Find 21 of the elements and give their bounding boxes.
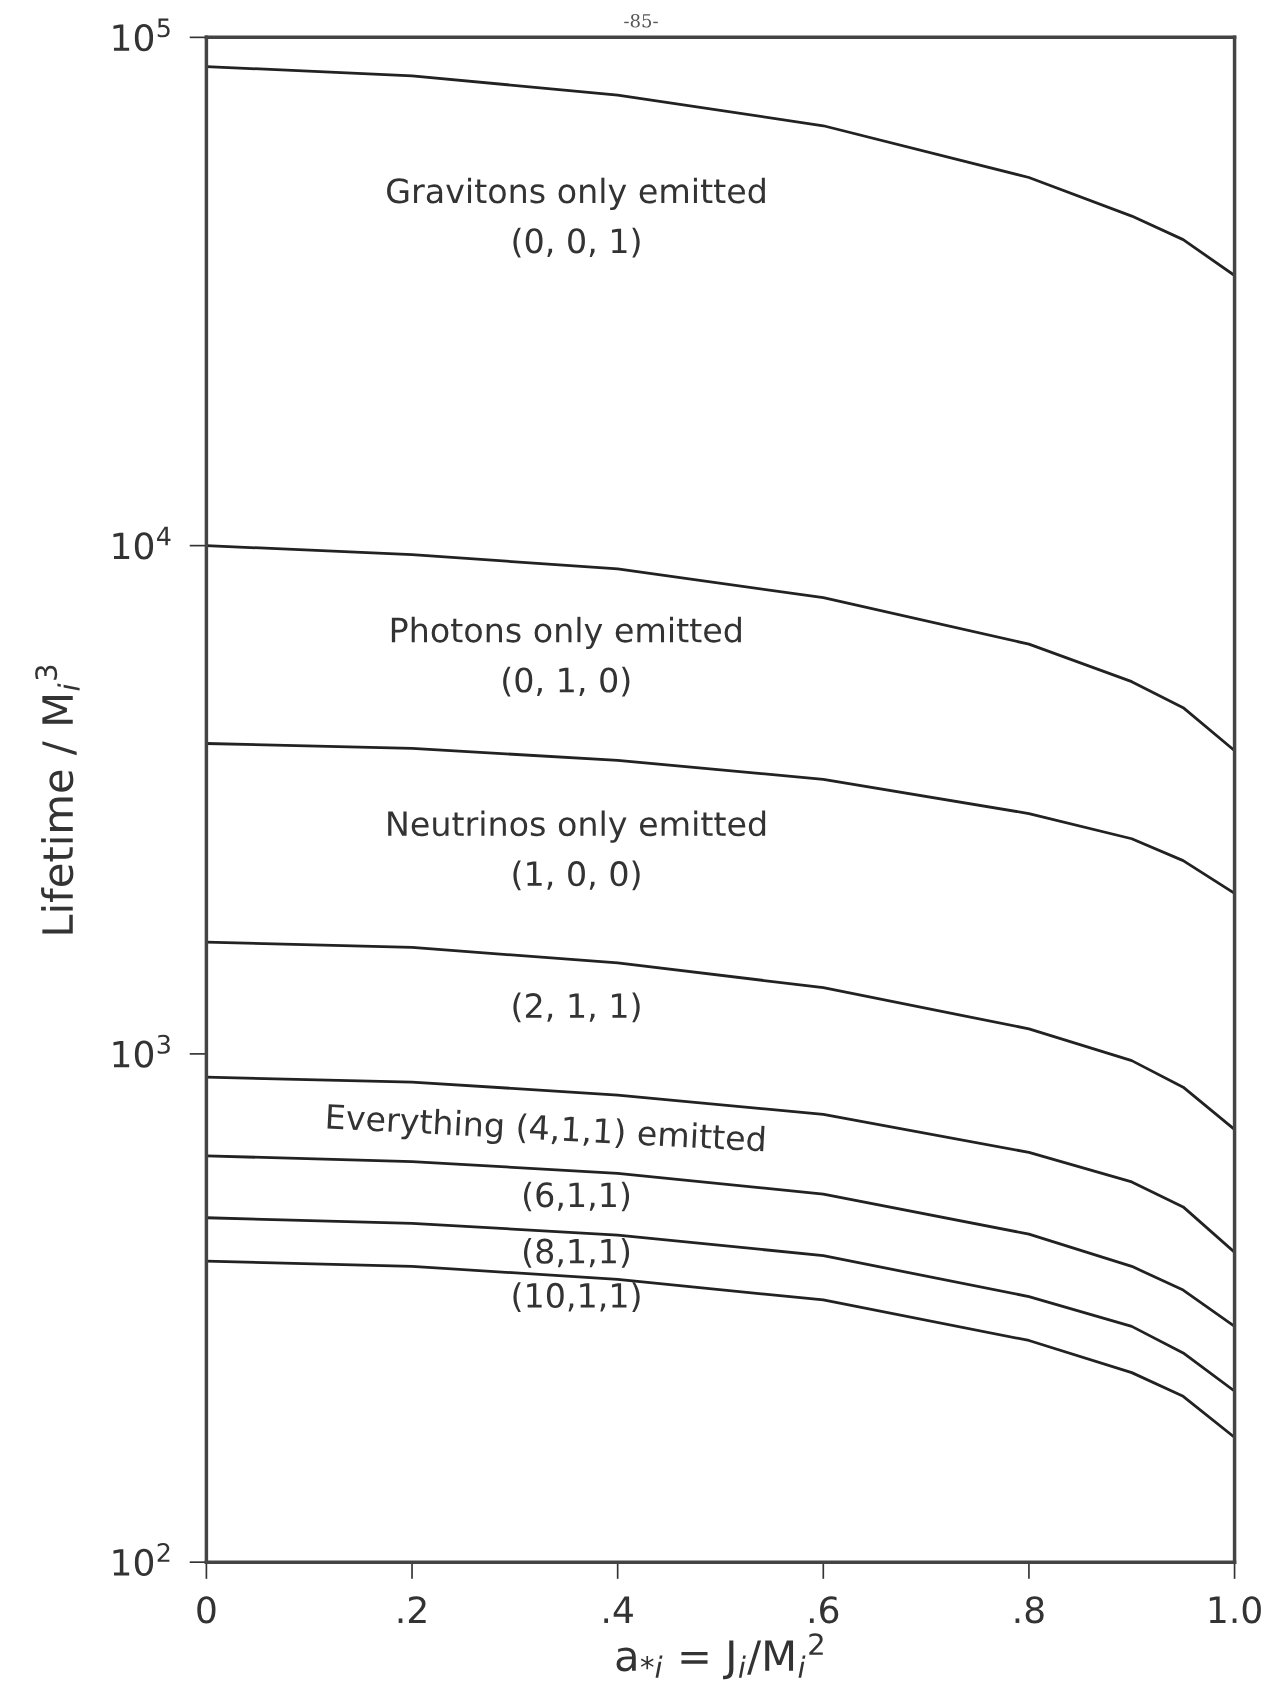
- y-tick-label: 10$^{2}$: [113, 1543, 170, 1577]
- annotation: (8,1,1): [523, 1238, 630, 1268]
- y-axis-title: Lifetime / M$_{i}$$^{3}$: [35, 665, 80, 934]
- x-axis-title: a$_{*i}$ = J$_{i}$/M$_{i}$$^{2}$: [616, 1633, 823, 1680]
- x-tick-label: .4: [604, 1596, 633, 1623]
- annotation: Everything (4,1,1) emitted: [327, 1103, 765, 1159]
- y-tick-label: 10$^{5}$: [113, 18, 170, 52]
- annotation: Photons only emitted (0, 1, 0): [391, 616, 741, 697]
- x-tick-label: .8: [1015, 1596, 1044, 1624]
- annotation: (2, 1, 1): [513, 992, 640, 1023]
- y-tick-label: 10$^{4}$: [113, 526, 171, 560]
- x-tick-label: 1.0: [1209, 1596, 1261, 1624]
- annotation: (10,1,1): [513, 1282, 640, 1312]
- annotation: (6,1,1): [523, 1181, 630, 1212]
- x-tick-label: .2: [398, 1596, 426, 1623]
- y-tick-label: 10$^{3}$: [113, 1034, 170, 1068]
- x-tick-label: .6: [809, 1596, 839, 1624]
- text: -85-: [624, 13, 658, 28]
- annotation: Neutrinos only emitted (1, 0, 0): [388, 810, 766, 891]
- annotation: Gravitons only emitted (0, 0, 1): [387, 177, 765, 258]
- x-tick-label: 0: [197, 1596, 216, 1624]
